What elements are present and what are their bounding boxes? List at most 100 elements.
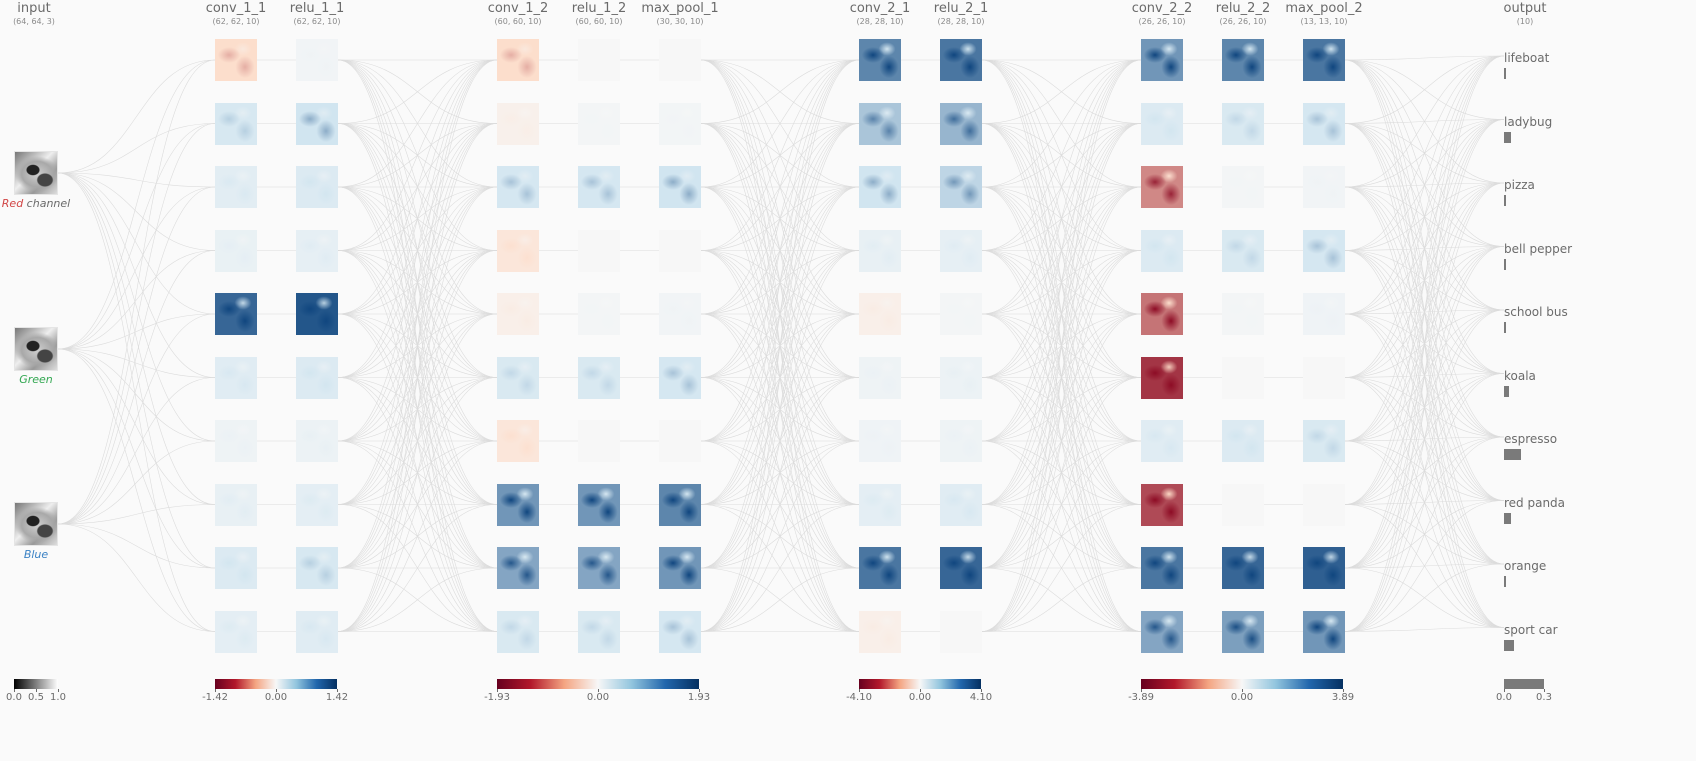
feature-map[interactable] (1303, 420, 1345, 462)
layer-name[interactable]: relu_2_1 (933, 1, 989, 16)
output-probability-bar[interactable] (1504, 322, 1506, 333)
feature-map[interactable] (659, 547, 701, 589)
feature-map[interactable] (296, 39, 338, 81)
feature-map[interactable] (1303, 229, 1345, 272)
output-class-label[interactable]: ladybug (1504, 114, 1553, 129)
feature-map[interactable] (1222, 166, 1264, 208)
feature-map[interactable] (1222, 610, 1264, 653)
feature-map[interactable] (578, 547, 620, 589)
feature-map[interactable] (1141, 166, 1183, 208)
feature-map[interactable] (578, 39, 620, 81)
feature-map[interactable] (659, 293, 701, 335)
feature-map[interactable] (1222, 356, 1264, 399)
feature-map[interactable] (940, 356, 982, 399)
feature-map[interactable] (1222, 39, 1264, 81)
feature-map[interactable] (859, 293, 901, 335)
feature-map[interactable] (1303, 483, 1345, 526)
feature-map[interactable] (296, 293, 338, 335)
output-class-label[interactable]: espresso (1504, 432, 1558, 446)
feature-map[interactable] (859, 547, 901, 589)
layer-name[interactable]: max_pool_2 (1285, 1, 1363, 16)
feature-map[interactable] (215, 547, 257, 589)
feature-map[interactable] (1303, 102, 1345, 145)
feature-map[interactable] (1303, 39, 1345, 81)
input-channel-image[interactable] (14, 327, 58, 371)
feature-map[interactable] (578, 483, 620, 526)
feature-map[interactable] (859, 229, 901, 272)
feature-map[interactable] (659, 166, 701, 208)
feature-map[interactable] (215, 166, 257, 208)
feature-map[interactable] (1222, 547, 1264, 589)
layer-name[interactable]: conv_2_2 (1131, 1, 1193, 16)
feature-map[interactable] (940, 39, 982, 81)
layer-name[interactable]: relu_1_1 (289, 1, 345, 16)
feature-map[interactable] (578, 229, 620, 272)
layer-name[interactable]: relu_1_2 (571, 1, 627, 16)
feature-map[interactable] (1141, 102, 1183, 145)
feature-map[interactable] (1141, 293, 1183, 335)
feature-map[interactable] (859, 39, 901, 81)
feature-map[interactable] (296, 356, 338, 399)
feature-map[interactable] (659, 483, 701, 526)
output-probability-bar[interactable] (1504, 195, 1506, 206)
output-probability-bar[interactable] (1504, 576, 1506, 587)
layer-name[interactable]: max_pool_1 (641, 1, 719, 16)
layer-name[interactable]: conv_1_1 (205, 1, 267, 16)
output-probability-bar[interactable] (1504, 385, 1510, 397)
feature-map[interactable] (296, 102, 338, 145)
feature-map[interactable] (1141, 356, 1183, 399)
feature-map[interactable] (859, 483, 901, 526)
feature-map[interactable] (1141, 610, 1183, 653)
output-class-label[interactable]: red panda (1504, 495, 1566, 510)
feature-map[interactable] (940, 610, 982, 653)
feature-map[interactable] (940, 547, 982, 589)
output-probability-bar[interactable] (1504, 258, 1506, 270)
output-class-label[interactable]: pizza (1504, 178, 1535, 192)
layer-name[interactable]: conv_2_1 (849, 1, 911, 16)
feature-map[interactable] (1303, 610, 1345, 653)
feature-map[interactable] (859, 166, 901, 208)
feature-map[interactable] (1222, 483, 1264, 526)
feature-map[interactable] (296, 610, 338, 653)
feature-map[interactable] (497, 102, 539, 145)
output-class-label[interactable]: koala (1504, 368, 1536, 383)
feature-map[interactable] (1222, 420, 1264, 462)
feature-map[interactable] (296, 547, 338, 589)
feature-map[interactable] (1222, 229, 1264, 272)
feature-map[interactable] (215, 229, 257, 272)
feature-map[interactable] (659, 356, 701, 399)
output-class-label[interactable]: orange (1504, 559, 1547, 573)
feature-map[interactable] (1303, 166, 1345, 208)
feature-map[interactable] (296, 166, 338, 208)
feature-map[interactable] (578, 102, 620, 145)
feature-map[interactable] (940, 166, 982, 208)
feature-map[interactable] (578, 420, 620, 462)
feature-map[interactable] (659, 610, 701, 653)
feature-map[interactable] (1222, 293, 1264, 335)
feature-map[interactable] (940, 483, 982, 526)
output-probability-bar[interactable] (1504, 449, 1521, 460)
feature-map[interactable] (296, 483, 338, 526)
feature-map[interactable] (859, 420, 901, 462)
output-probability-bar[interactable] (1504, 639, 1514, 651)
feature-map[interactable] (497, 483, 539, 526)
feature-map[interactable] (497, 293, 539, 335)
feature-map[interactable] (1141, 483, 1183, 526)
layer-name[interactable]: conv_1_2 (487, 1, 549, 16)
feature-map[interactable] (940, 420, 982, 462)
feature-map[interactable] (859, 102, 901, 145)
layer-name[interactable]: input (17, 1, 51, 16)
layer-name[interactable]: output (1503, 1, 1547, 16)
feature-map[interactable] (1141, 229, 1183, 272)
feature-map[interactable] (1141, 420, 1183, 462)
feature-map[interactable] (859, 610, 901, 653)
feature-map[interactable] (1141, 547, 1183, 589)
feature-map[interactable] (215, 420, 257, 462)
feature-map[interactable] (940, 102, 982, 145)
feature-map[interactable] (296, 420, 338, 462)
feature-map[interactable] (940, 229, 982, 272)
feature-map[interactable] (1141, 39, 1183, 81)
feature-map[interactable] (215, 39, 257, 81)
feature-map[interactable] (497, 547, 539, 589)
input-channel-image[interactable] (14, 151, 58, 195)
